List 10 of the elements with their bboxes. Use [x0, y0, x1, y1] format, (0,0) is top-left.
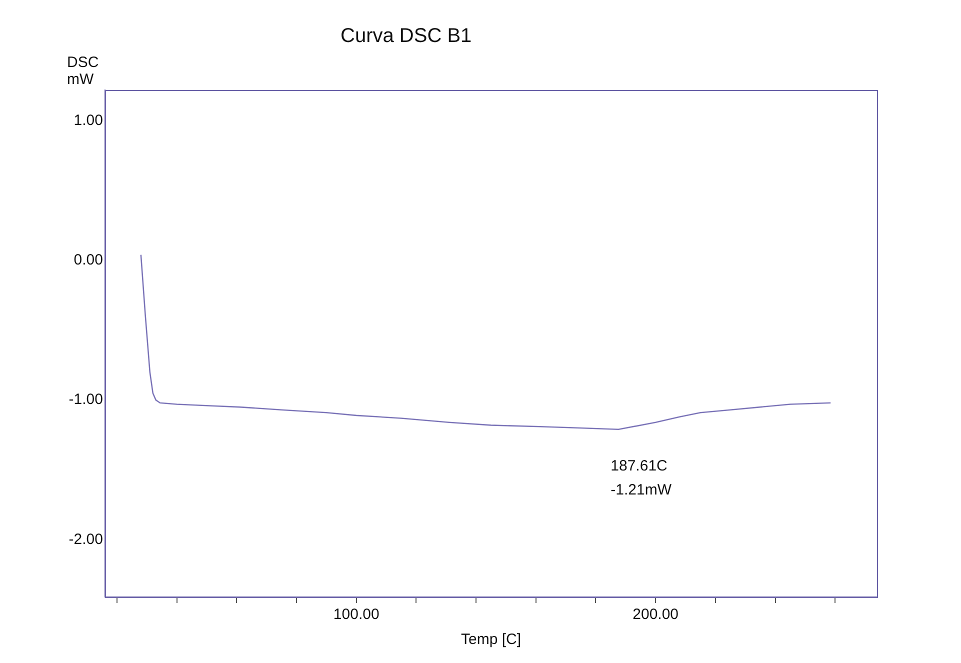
y-tick-label: -1.00 [68, 391, 103, 408]
x-tick-label: 200.00 [632, 606, 679, 624]
annotation: 187.61C -1.21mW [610, 457, 672, 498]
y-tick-label: -2.00 [68, 530, 103, 548]
y-tick-label: 0.00 [74, 252, 103, 269]
y-tick-label: 1.00 [74, 112, 103, 129]
y-axis-title: DSC mW [67, 54, 99, 88]
chart-title: Curva DSC B1 [340, 25, 472, 47]
x-axis-title: Temp [C] [460, 631, 522, 648]
x-tick-label: 100.00 [333, 606, 380, 624]
